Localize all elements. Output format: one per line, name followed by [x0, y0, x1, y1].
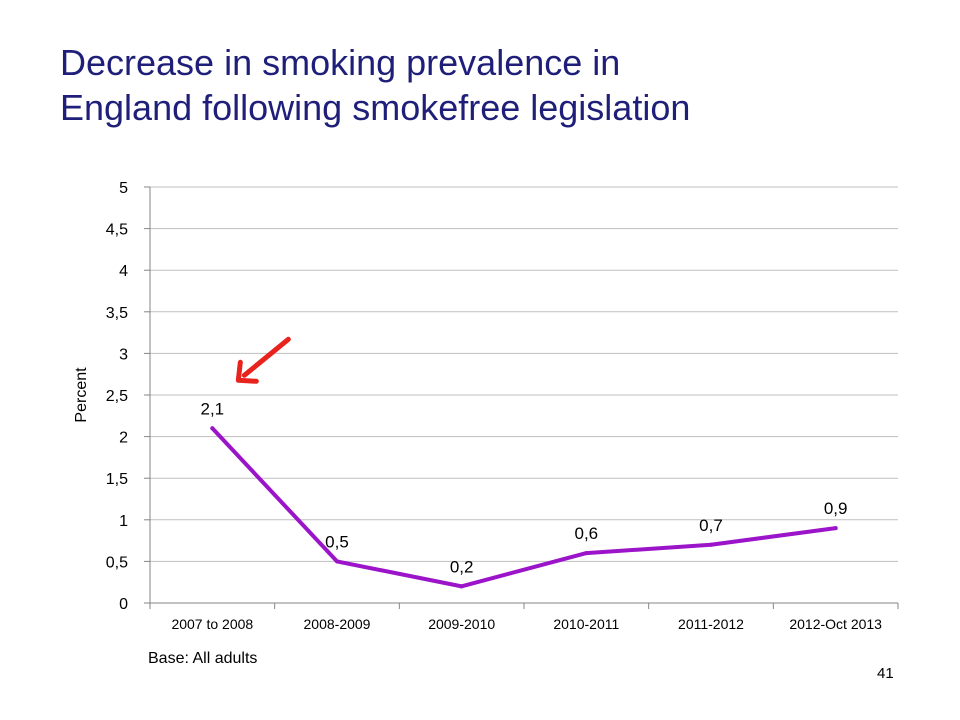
y-tick-label: 4,5: [106, 222, 128, 239]
y-tick-label: 3: [119, 346, 128, 363]
y-tick-label: 3,5: [106, 305, 128, 322]
y-tick-label: 0,5: [106, 554, 128, 571]
y-tick-label: 1: [119, 513, 128, 530]
series-line: [210, 426, 838, 589]
data-label: 0,9: [824, 499, 848, 518]
y-tick-label: 2,5: [106, 388, 128, 405]
data-point: [709, 542, 713, 547]
x-tick-label: 2009-2010: [428, 616, 495, 632]
y-tick-label: 2: [119, 430, 128, 447]
page-number: 41: [877, 665, 894, 682]
data-point: [459, 584, 464, 589]
y-axis-title: Percent: [73, 367, 90, 423]
data-point: [335, 559, 339, 564]
data-label: 0,5: [325, 532, 349, 551]
arrow-shaft: [241, 336, 291, 378]
y-tick-label: 0: [119, 596, 128, 613]
slide-title-line-1: Decrease in smoking prevalence in: [60, 42, 621, 83]
data-point: [584, 551, 589, 556]
slide-title-line-2: England following smokefree legislation: [60, 87, 691, 128]
y-tick-label: 1,5: [106, 471, 128, 488]
data-label: 0,2: [450, 557, 474, 576]
x-tick-label: 2011-2012: [678, 616, 744, 632]
data-point: [210, 426, 215, 431]
slide-title: Decrease in smoking prevalence in Englan…: [60, 40, 920, 130]
x-tick-label: 2012-Oct 2013: [789, 616, 882, 632]
y-tick-label: 5: [119, 180, 128, 197]
base-note: Base: All adults: [148, 650, 258, 667]
data-point: [833, 526, 838, 531]
arrow-head: [235, 359, 259, 384]
x-tick-label: 2010-2011: [553, 616, 619, 632]
data-label: 2,1: [201, 399, 225, 418]
x-tick-label: 2007 to 2008: [171, 616, 253, 632]
y-tick-label: 4: [119, 263, 128, 280]
data-label: 0,7: [699, 516, 723, 535]
data-label: 0,6: [575, 524, 599, 543]
x-tick-label: 2008-2009: [304, 616, 371, 632]
